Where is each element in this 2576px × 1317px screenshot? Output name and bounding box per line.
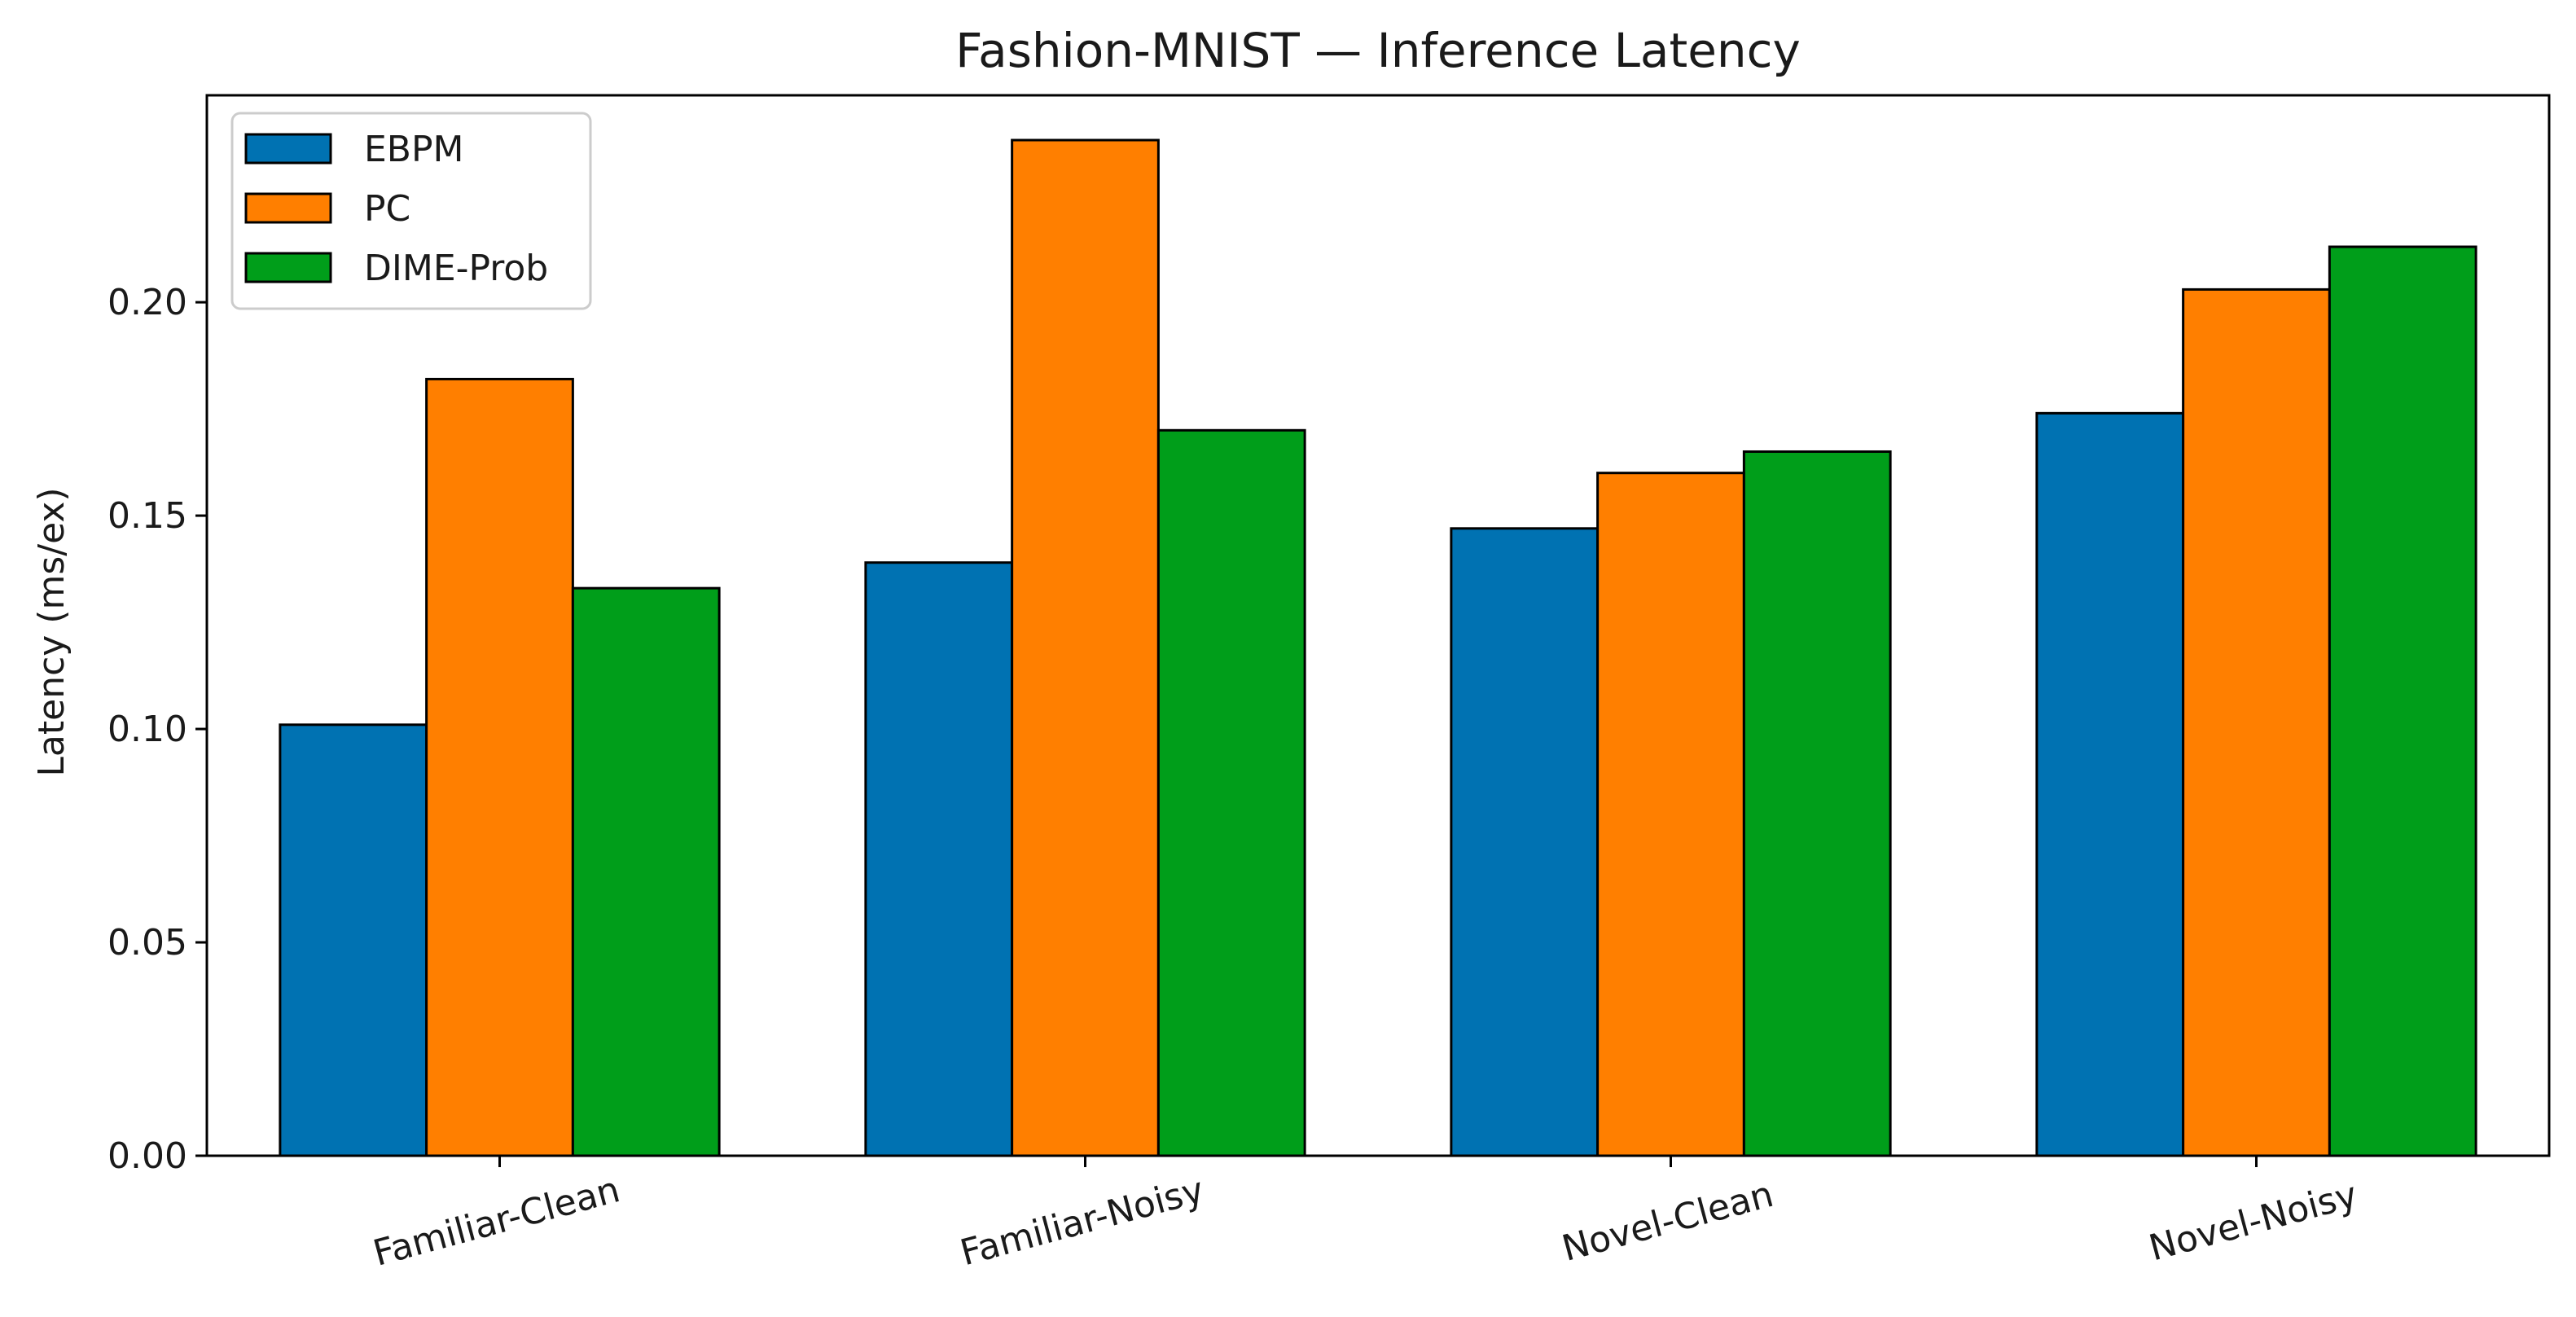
bar-dime-prob-3 <box>2328 245 2477 1157</box>
bar-dime-prob-2 <box>1742 450 1892 1157</box>
bar-pc-3 <box>2182 288 2331 1157</box>
legend-swatch-dime-prob <box>244 252 332 283</box>
y-tick-label: 0.05 <box>108 922 187 964</box>
bar-ebpm-3 <box>2035 411 2185 1157</box>
chart-title: Fashion-MNIST — Inference Latency <box>955 23 1801 78</box>
bar-pc-2 <box>1596 472 1745 1157</box>
bars-group <box>279 138 2477 1157</box>
legend-label: PC <box>364 188 410 230</box>
legend-swatch-pc <box>244 192 332 224</box>
legend: EBPM PC DIME-Prob <box>230 112 592 310</box>
legend-label: EBPM <box>364 129 463 170</box>
bar-dime-prob-0 <box>571 586 721 1157</box>
bar-ebpm-2 <box>1450 527 1600 1157</box>
bar-ebpm-0 <box>279 723 428 1157</box>
bar-dime-prob-1 <box>1156 428 1306 1157</box>
y-axis-ticks: 0.00 0.05 0.10 0.15 0.20 <box>108 282 207 1177</box>
y-tick-label: 0.00 <box>108 1135 187 1177</box>
y-axis-label: Latency (ms/ex) <box>31 487 72 776</box>
legend-label: DIME-Prob <box>364 248 548 289</box>
y-tick-label: 0.20 <box>108 282 187 323</box>
bar-pc-0 <box>425 377 574 1157</box>
y-tick-label: 0.10 <box>108 709 187 750</box>
plot-area-frame <box>205 94 2551 1157</box>
legend-swatch-ebpm <box>244 133 332 165</box>
bar-pc-1 <box>1011 138 1160 1157</box>
bar-ebpm-1 <box>864 561 1014 1157</box>
y-tick-label: 0.15 <box>108 495 187 537</box>
